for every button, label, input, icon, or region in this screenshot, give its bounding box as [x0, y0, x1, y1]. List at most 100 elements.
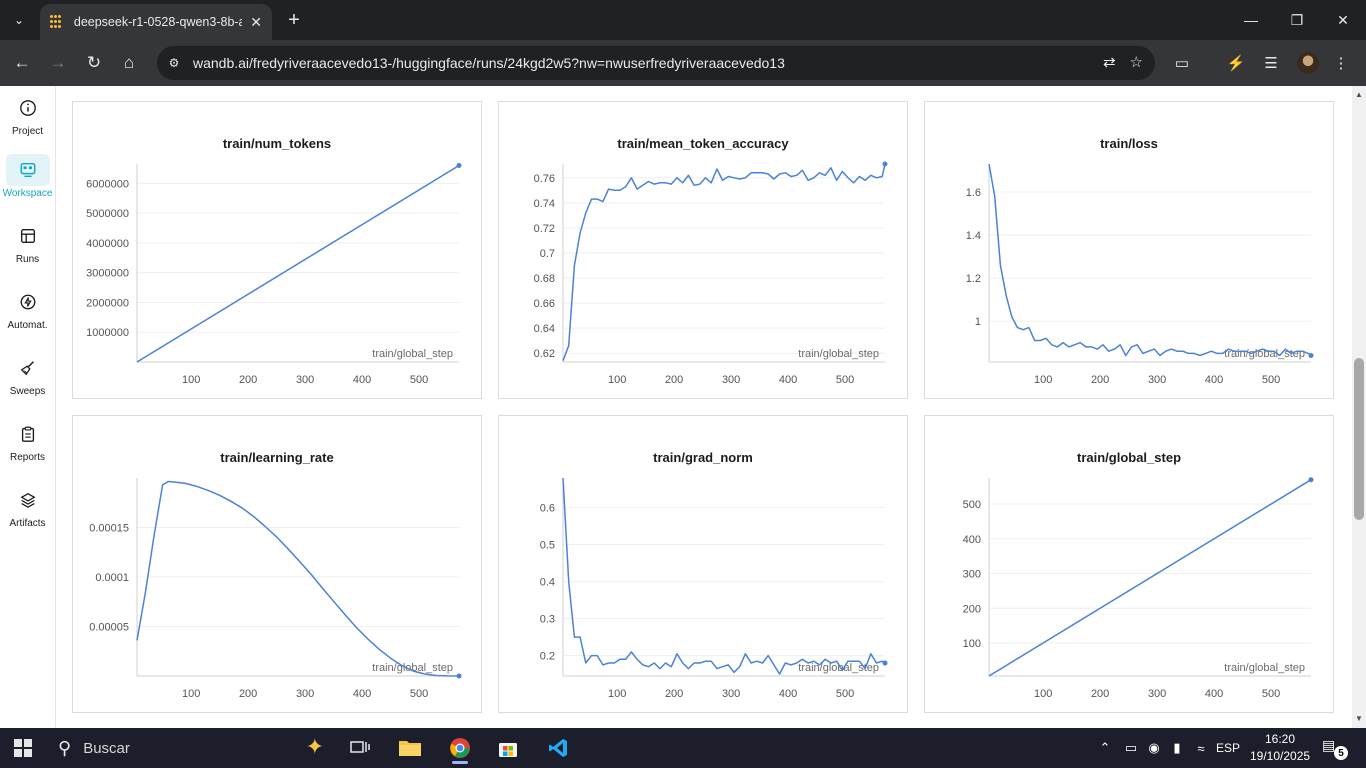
home-icon[interactable]: ⌂ — [123, 53, 135, 72]
url-text[interactable]: wandb.ai/fredyriveraacevedo13-/huggingfa… — [193, 55, 785, 71]
sidebar-item-reports[interactable]: Reports — [0, 418, 55, 463]
x-tick-label: 300 — [1148, 374, 1166, 386]
battery-icon[interactable]: ▮ — [1173, 740, 1181, 755]
x-axis-label: train/global_step — [798, 348, 879, 360]
chart-panel-num-tokens[interactable]: train/num_tokens 1000000 2000000 3000000 40… — [72, 101, 482, 399]
y-tick-label: 0.3 — [540, 614, 555, 626]
series-end-point — [456, 673, 462, 679]
series-line — [136, 164, 460, 363]
close-window-icon[interactable]: ✕ — [1337, 11, 1349, 28]
taskbar-search[interactable]: ⚲ Buscar ✦ — [48, 728, 338, 768]
notification-icon[interactable]: ▤ — [1322, 737, 1336, 753]
back-arrow-icon[interactable]: ← — [13, 53, 31, 72]
wifi-icon[interactable]: ≈ — [1197, 740, 1205, 756]
tab-search-dropdown-icon[interactable]: ⌄ — [13, 13, 25, 27]
y-tick-label: 0.72 — [534, 223, 555, 235]
x-tick-label: 400 — [779, 374, 797, 386]
edge-icon[interactable]: ◉ — [1148, 740, 1160, 755]
sparkle-icon: ✦ — [305, 734, 324, 759]
series-end-point — [882, 660, 888, 666]
maximize-icon[interactable]: ❐ — [1290, 11, 1304, 28]
sidebar-item-workspace[interactable]: Workspace — [0, 154, 55, 199]
y-tick-label: 100 — [963, 638, 981, 650]
x-tick-label: 400 — [779, 688, 797, 700]
x-tick-label: 200 — [239, 688, 257, 700]
workspace-icon — [5, 154, 50, 186]
bookmark-star-icon[interactable]: ☆ — [1129, 54, 1143, 71]
x-tick-label: 400 — [1205, 374, 1223, 386]
x-tick-label: 300 — [296, 374, 314, 386]
language-indicator[interactable]: ESP — [1215, 741, 1240, 755]
vscode-icon[interactable] — [540, 732, 576, 764]
search-icon: ⚲ — [58, 737, 72, 758]
chart-panel-mean-token-accuracy[interactable]: train/mean_token_accuracy 0.62 0.64 0.66 0.… — [498, 101, 908, 399]
series-end-point — [456, 162, 462, 168]
extensions-icon[interactable]: ▭ — [1174, 55, 1190, 72]
windows-start-icon[interactable] — [14, 739, 32, 757]
x-tick-label: 500 — [836, 374, 854, 386]
x-tick-label: 300 — [1148, 688, 1166, 700]
scroll-up-icon[interactable]: ▲ — [1355, 90, 1363, 99]
scroll-down-icon[interactable]: ▼ — [1355, 714, 1363, 723]
profile-avatar[interactable] — [1297, 52, 1319, 74]
chart-panel-grad-norm[interactable]: train/grad_norm 0.2 0.3 0.4 0.5 0.6 100 200 300… — [498, 415, 908, 713]
chart-panel-global-step[interactable]: train/global_step 100 200 300 400 500 100 200 3… — [924, 415, 1334, 713]
translate-icon[interactable]: ⇄ — [1102, 54, 1116, 71]
tab-close-icon[interactable]: ✕ — [250, 13, 262, 30]
browser-tabbar: ⌄ deepseek-r1-0528-qwen3-8b-a ✕ + — ❐ ✕ — [0, 0, 1366, 40]
task-view-icon[interactable] — [342, 732, 378, 764]
address-bar[interactable]: ⚙ wandb.ai/fredyriveraacevedo13-/hugging… — [157, 46, 1155, 80]
y-tick-label: 5000000 — [86, 208, 129, 220]
reload-icon[interactable]: ↻ — [86, 53, 102, 72]
y-tick-label: 0.68 — [534, 273, 555, 285]
mute-camera-icon[interactable]: ▭ — [1124, 740, 1138, 755]
sidebar-item-runs[interactable]: Runs — [0, 220, 55, 265]
new-tab-icon[interactable]: + — [288, 8, 300, 31]
x-axis-label: train/global_step — [372, 348, 453, 360]
sidebar-item-label: Sweeps — [9, 386, 46, 397]
page-scrollbar[interactable]: ▲ ▼ — [1352, 86, 1366, 728]
minimize-icon[interactable]: — — [1244, 12, 1258, 28]
y-tick-label: 0.00005 — [89, 622, 129, 634]
site-settings-icon[interactable]: ⚙ — [168, 56, 180, 70]
sidebar-item-sweeps[interactable]: Sweeps — [0, 352, 55, 397]
taskbar-clock[interactable]: 16:20 19/10/2025 — [1250, 731, 1310, 765]
performance-icon[interactable]: ⚡ — [1226, 55, 1246, 72]
series-end-point — [1308, 353, 1314, 359]
scroll-thumb[interactable] — [1354, 358, 1364, 520]
broom-icon — [6, 352, 50, 384]
sidebar-item-project[interactable]: Project — [0, 92, 55, 137]
clock-date: 19/10/2025 — [1250, 749, 1311, 763]
chart-svg: 0.62 0.64 0.66 0.68 0.7 0.72 0.74 0.76 100 200 300… — [534, 161, 888, 386]
sidebar-item-artifacts[interactable]: Artifacts — [0, 484, 55, 529]
chart-svg: 100 200 300 400 500 100 200 300 400 500 train/glob… — [963, 477, 1314, 700]
media-control-icon[interactable]: ☰ — [1264, 55, 1278, 72]
forward-arrow-icon[interactable]: → — [49, 53, 67, 72]
x-tick-label: 300 — [722, 688, 740, 700]
series-end-point — [882, 161, 888, 167]
x-tick-label: 500 — [1262, 688, 1280, 700]
chart-panel-learning-rate[interactable]: train/learning_rate 0.00005 0.0001 0.00015… — [72, 415, 482, 713]
browser-toolbar: ← → ↻ ⌂ ⚙ wandb.ai/fredyriveraacevedo13-… — [0, 40, 1366, 86]
menu-kebab-icon[interactable]: ⋮ — [1333, 55, 1349, 72]
y-tick-label: 1.6 — [966, 187, 981, 199]
x-tick-label: 100 — [608, 374, 626, 386]
sidebar-item-automations[interactable]: Automat. — [0, 286, 55, 331]
y-tick-label: 0.5 — [540, 540, 555, 552]
file-explorer-icon[interactable] — [392, 732, 428, 764]
chart-panel-loss[interactable]: train/loss 1 1.2 1.4 1.6 100 200 300 400 500 trai… — [924, 101, 1334, 399]
microsoft-store-icon[interactable] — [490, 732, 526, 764]
sidebar-item-label: Project — [11, 126, 44, 137]
chart-svg: 1000000 2000000 3000000 4000000 5000000 60000… — [86, 162, 462, 386]
chevron-up-icon[interactable]: ⌃ — [1099, 740, 1111, 755]
y-tick-label: 1 — [975, 316, 981, 328]
window-controls: — ❐ ✕ — [1228, 0, 1366, 40]
y-tick-label: 0.0001 — [95, 572, 129, 584]
chart-title: train/loss — [1100, 136, 1158, 151]
chrome-icon[interactable] — [442, 732, 478, 764]
y-tick-label: 0.2 — [540, 651, 555, 663]
series-line — [562, 477, 886, 675]
layers-icon — [6, 484, 50, 516]
y-tick-label: 0.76 — [534, 173, 555, 185]
browser-tab[interactable]: deepseek-r1-0528-qwen3-8b-a ✕ — [40, 4, 272, 40]
